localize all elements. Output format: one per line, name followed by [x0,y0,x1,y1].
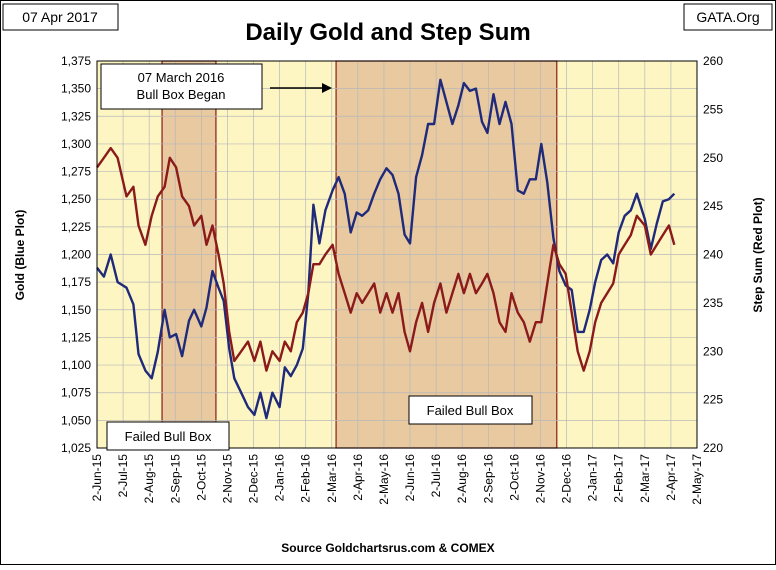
x-tick-label: 2-Oct-16 [507,454,521,501]
y-tick-label: 1,150 [61,303,91,317]
y2-tick-label: 245 [703,199,723,213]
failed-box-2-annotation: Failed Bull Box [427,403,514,418]
bull-box-annotation-line: Bull Box Began [137,87,226,102]
plot-border [96,60,698,449]
x-tick-label: 2-Sep-15 [168,454,182,504]
y-tick-label: 1,125 [61,330,91,344]
series-line-gold [96,78,676,420]
x-tick-label: 2-Jul-16 [429,454,443,498]
y2-tick-label: 220 [703,441,723,455]
y-tick-label: 1,175 [61,275,91,289]
date-box [2,3,119,31]
bull-box-annotation-line: 07 March 2016 [138,70,225,85]
grid-lines [96,60,698,449]
x-tick-label: 2-Nov-15 [220,454,234,504]
source-tag-box [683,3,773,31]
y-tick-label: 1,025 [61,441,91,455]
x-tick-label: 2-Aug-16 [455,454,469,504]
x-tick-label: 2-May-16 [377,454,391,505]
x-tick-label: 2-Jun-16 [403,454,417,502]
y2-tick-label: 230 [703,344,723,358]
y-tick-label: 1,300 [61,137,91,151]
x-tick-label: 2-Jul-15 [116,454,130,498]
x-tick-label: 2-Nov-16 [533,454,547,504]
y2-tick-label: 250 [703,151,723,165]
footer-source: Source Goldchartsrus.com & COMEX [281,541,494,555]
source-tag: GATA.Org [696,9,759,25]
arrow-right-icon [322,83,332,93]
y2-tick-label: 225 [703,393,723,407]
x-tick-label: 2-Apr-16 [351,454,365,501]
x-tick-label: 2-Jan-17 [586,454,600,502]
y-tick-label: 1,275 [61,165,91,179]
y-tick-label: 1,350 [61,82,91,96]
failed-box-1-annotation-box [106,421,230,451]
date-label: 07 Apr 2017 [22,9,98,25]
y2-tick-label: 240 [703,248,723,262]
x-tick-label: 2-Dec-15 [247,454,261,504]
x-tick-label: 2-Jan-16 [273,454,287,502]
y-tick-label: 1,225 [61,220,91,234]
x-tick-label: 2-Feb-17 [612,454,626,503]
y-tick-label: 1,250 [61,192,91,206]
x-tick-label: 2-Aug-15 [142,454,156,504]
chart-title: Daily Gold and Step Sum [245,19,530,46]
y-axis-ticks: 1,025 1,050 1,075 1,100 1,125 1,150 1,175 1,200… [61,54,91,455]
x-tick-label: 2-Mar-17 [638,454,652,503]
bull-box-annotation: 07 March 2016 Bull Box Began [137,70,226,102]
series-line-step-sum [96,146,676,372]
x-tick-label: 2-Jun-15 [90,454,104,502]
x-tick-label: 2-Sep-16 [481,454,495,504]
y-tick-label: 1,325 [61,109,91,123]
y2-axis-ticks: 220 225 230 235 240 245 250 255 260 [703,54,723,455]
y2-tick-label: 235 [703,296,723,310]
y2-tick-label: 255 [703,102,723,116]
x-tick-label: 2-Feb-16 [299,454,313,503]
x-tick-label: 2-Mar-16 [325,454,339,503]
y-tick-label: 1,200 [61,248,91,262]
x-tick-label: 2-Apr-17 [664,454,678,501]
y-axis-label: Gold (Blue Plot) [13,210,27,301]
y2-tick-label: 260 [703,54,723,68]
y-tick-label: 1,100 [61,358,91,372]
x-tick-label: 2-May-17 [690,454,704,505]
failed-box-2-annotation-box [408,395,533,425]
failed-box-1-annotation: Failed Bull Box [125,429,212,444]
y2-axis-label: Step Sum (Red Plot) [751,197,765,312]
bull-box-annotation-box [100,63,263,110]
x-tick-label: 2-Oct-15 [194,454,208,501]
y-tick-label: 1,050 [61,413,91,427]
y-tick-label: 1,075 [61,386,91,400]
series-layer [96,78,676,420]
x-axis-ticks: 2-Jun-15 2-Jul-15 2-Aug-15 2-Sep-15 2-Oct-15… [90,454,704,505]
y-tick-label: 1,375 [61,54,91,68]
x-tick-label: 2-Dec-16 [560,454,574,504]
